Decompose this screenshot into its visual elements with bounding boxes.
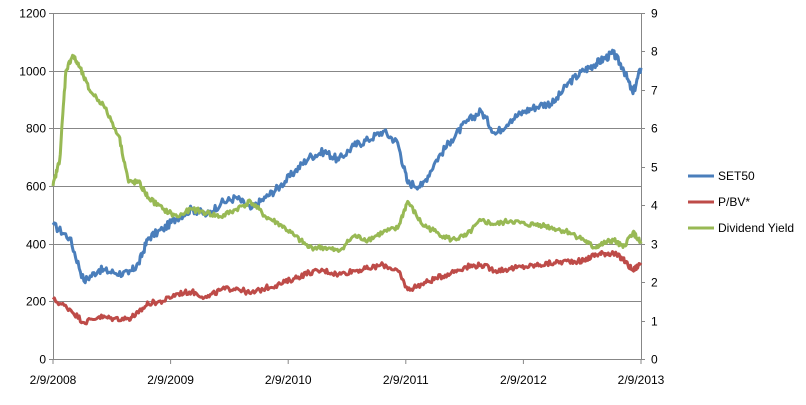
legend: SET50 P/BV* Dividend Yield: [688, 169, 794, 235]
y2-tick-label: 1: [651, 315, 658, 329]
y-tick-label: 1000: [19, 65, 46, 79]
y-tick-label: 0: [39, 353, 46, 367]
x-tick-label: 2/9/2013: [618, 373, 665, 387]
series-line-set50: [53, 50, 641, 283]
axes: 0 200 400 600 800 1000 1200 0 1 2 3 4 5 6 7 8 9 2/9/2008 2…: [19, 7, 664, 388]
y2-tick-label: 0: [651, 353, 658, 367]
y-tick-label: 200: [26, 295, 46, 309]
x-tick-label: 2/9/2010: [265, 373, 312, 387]
legend-label: P/BV*: [718, 195, 750, 209]
series-lines: [53, 50, 641, 324]
y-tick-label: 600: [26, 180, 46, 194]
y-tick-label: 1200: [19, 7, 46, 21]
y-tick-label: 800: [26, 122, 46, 136]
y2-tick-label: 7: [651, 84, 658, 98]
y2-tick-label: 6: [651, 122, 658, 136]
series-line-p-bv: [53, 252, 641, 324]
y-tick-label: 400: [26, 238, 46, 252]
x-tick-label: 2/9/2008: [30, 373, 77, 387]
y2-tick-label: 3: [651, 238, 658, 252]
y2-tick-label: 5: [651, 161, 658, 175]
x-tick-label: 2/9/2012: [500, 373, 547, 387]
legend-label: Dividend Yield: [718, 221, 794, 235]
legend-label: SET50: [718, 169, 755, 183]
y2-tick-label: 2: [651, 276, 658, 290]
x-tick-label: 2/9/2011: [383, 373, 429, 387]
y2-tick-label: 4: [651, 199, 658, 213]
x-tick-label: 2/9/2009: [147, 373, 194, 387]
y2-tick-label: 9: [651, 7, 658, 21]
y2-tick-label: 8: [651, 45, 658, 59]
